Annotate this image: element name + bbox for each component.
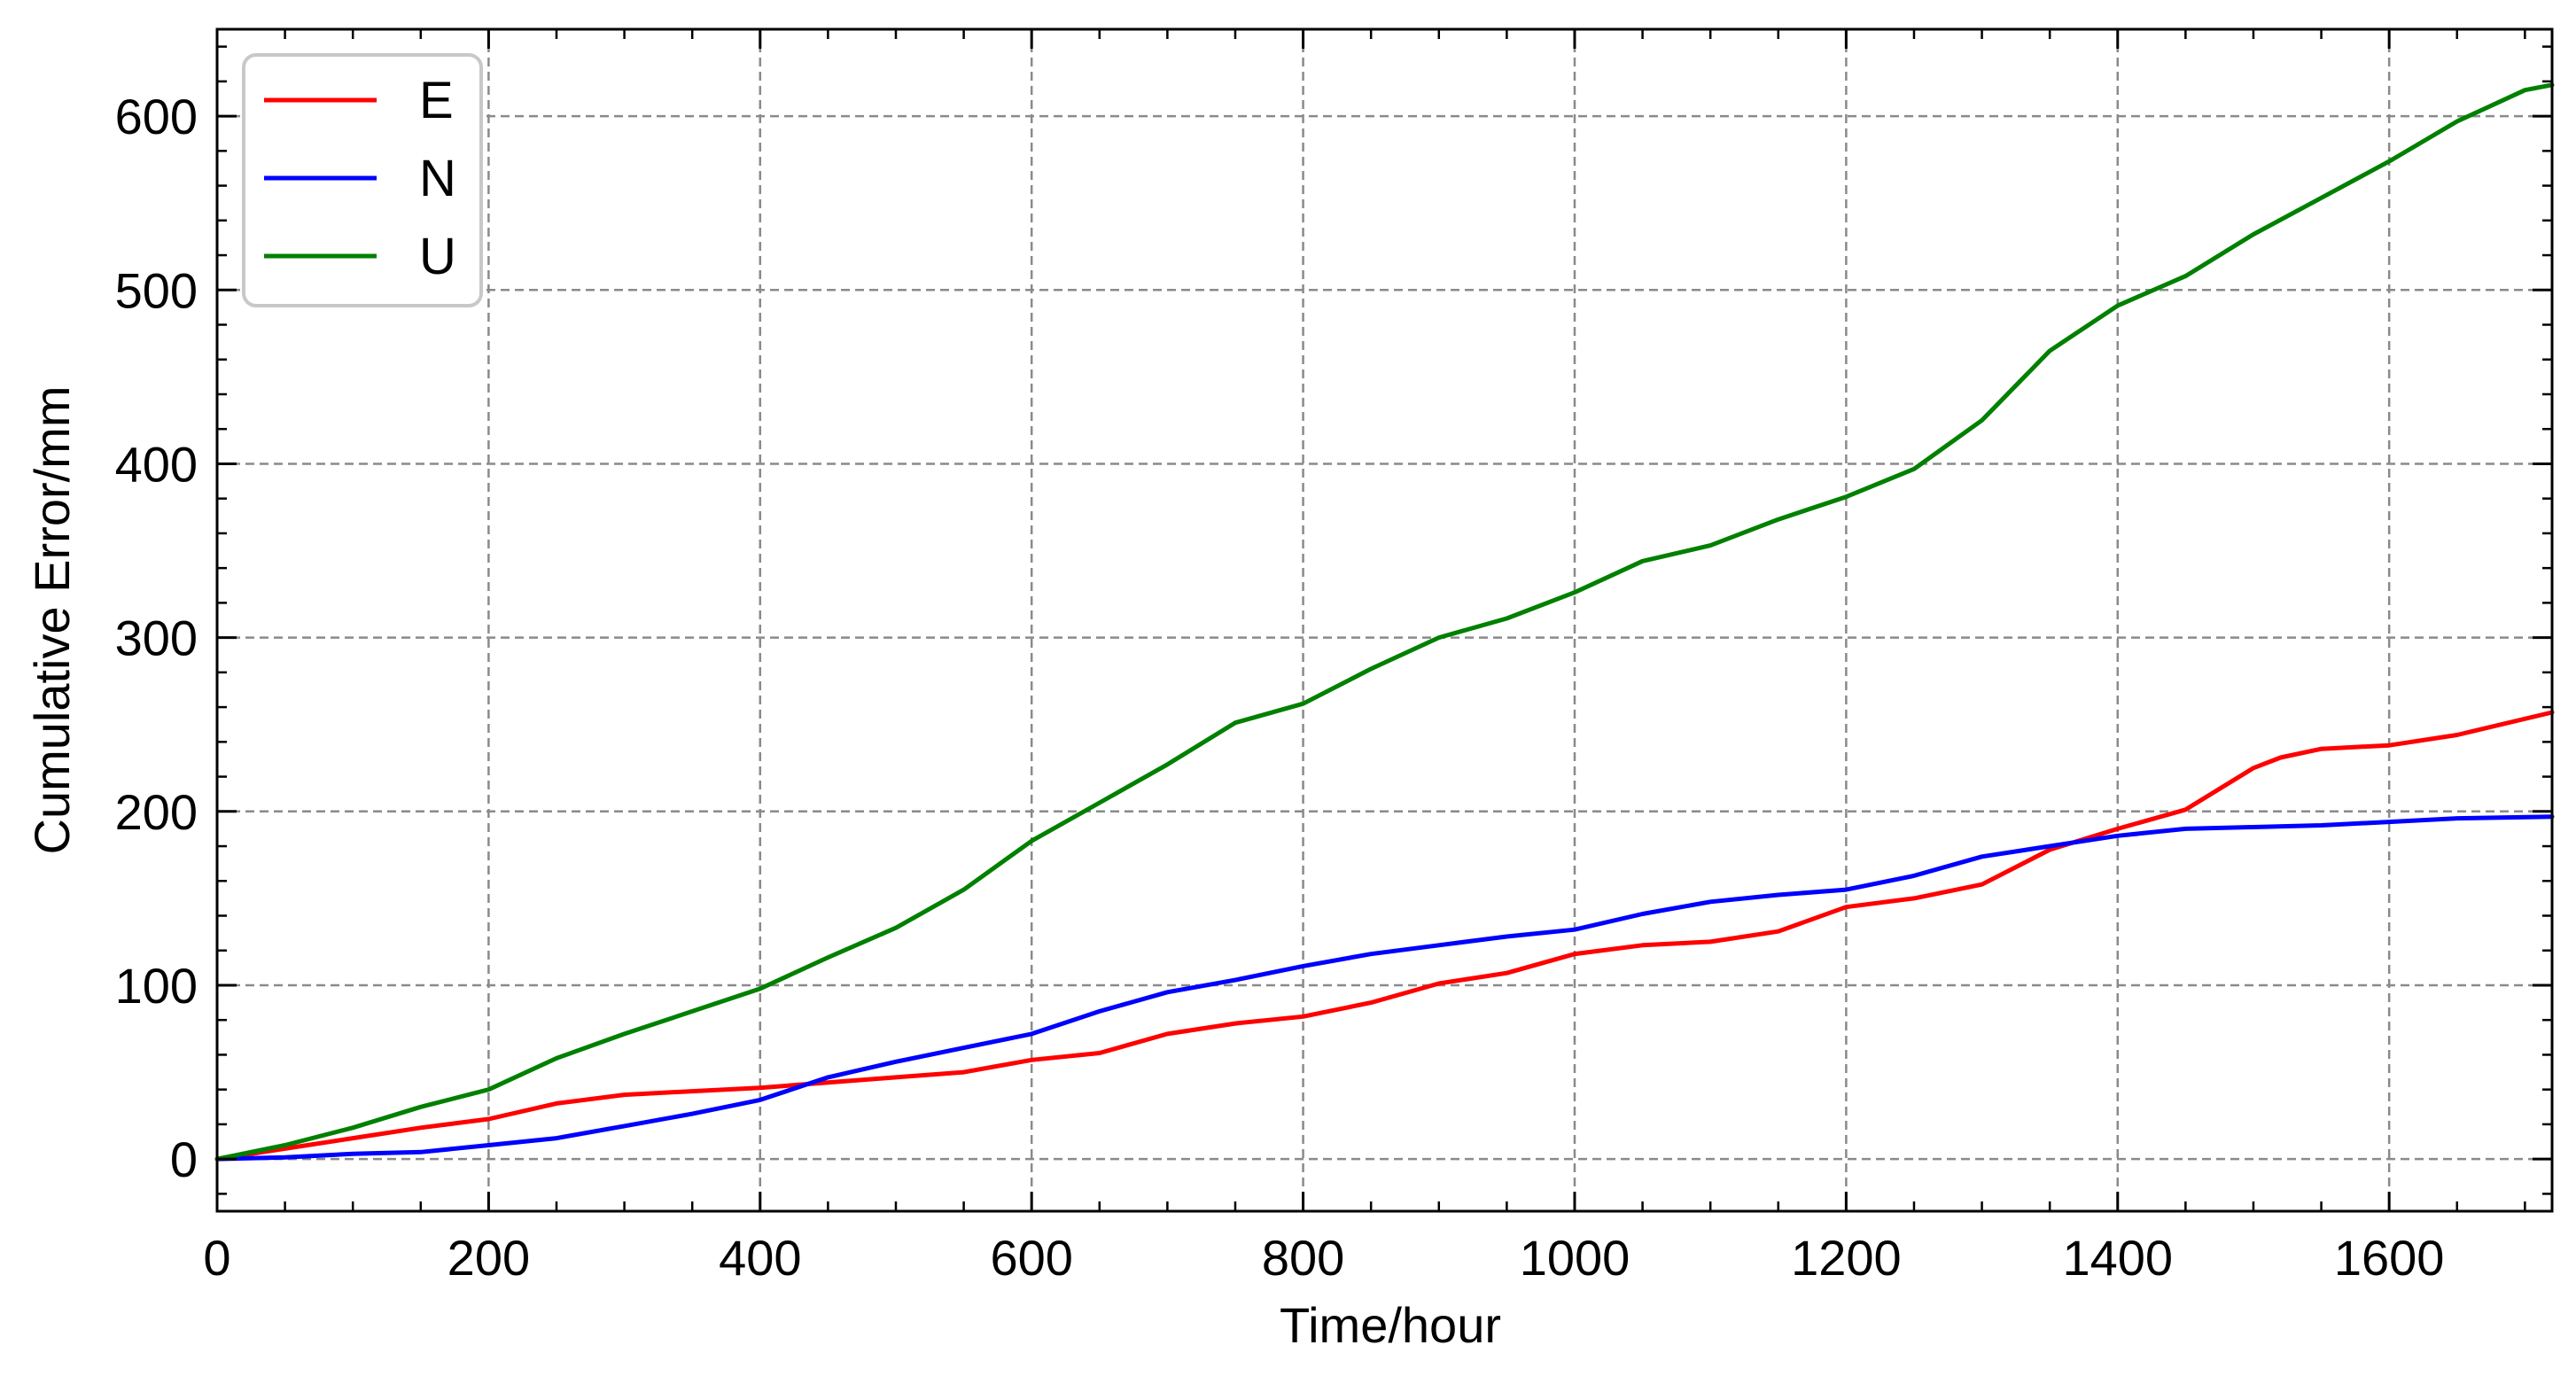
x-tick-label: 800 — [1262, 1230, 1344, 1286]
x-tick-label: 200 — [447, 1230, 530, 1286]
series-line-n — [214, 814, 2555, 1162]
x-tick-label: 600 — [990, 1230, 1072, 1286]
y-tick-label: 200 — [115, 784, 198, 840]
y-axis-label: Cumulative Error/mm — [24, 386, 80, 855]
y-tick-label: 100 — [115, 958, 198, 1014]
y-tick-label: 500 — [115, 262, 198, 318]
series-lines — [214, 82, 2555, 1162]
y-tick-label: 0 — [170, 1131, 198, 1187]
y-tick-label: 400 — [115, 436, 198, 492]
series-line-u — [214, 82, 2555, 1162]
x-tick-label: 1400 — [2062, 1230, 2173, 1286]
legend-label-e: E — [419, 72, 454, 129]
axis-ticks — [215, 29, 2552, 1211]
legend-label-u: U — [419, 228, 456, 285]
legend-label-n: N — [419, 150, 456, 207]
x-tick-label: 1200 — [1791, 1230, 1902, 1286]
y-tick-label: 600 — [115, 89, 198, 144]
x-axis-label: Time/hour — [1280, 1297, 1501, 1353]
y-tick-label: 300 — [115, 610, 198, 666]
x-tick-labels: 0 200 400 600 800 1000 1200 1400 1600 — [203, 1230, 2444, 1286]
series-line-e — [214, 710, 2555, 1162]
plot-frame — [215, 27, 2554, 1213]
x-tick-label: 1000 — [1520, 1230, 1630, 1286]
grid-lines — [215, 29, 2552, 1211]
x-tick-label: 1600 — [2334, 1230, 2445, 1286]
y-tick-labels: 0 100 200 300 400 500 600 — [115, 89, 198, 1187]
legend: E N U — [242, 53, 483, 307]
x-tick-label: 0 — [203, 1230, 230, 1286]
x-tick-label: 400 — [719, 1230, 801, 1286]
